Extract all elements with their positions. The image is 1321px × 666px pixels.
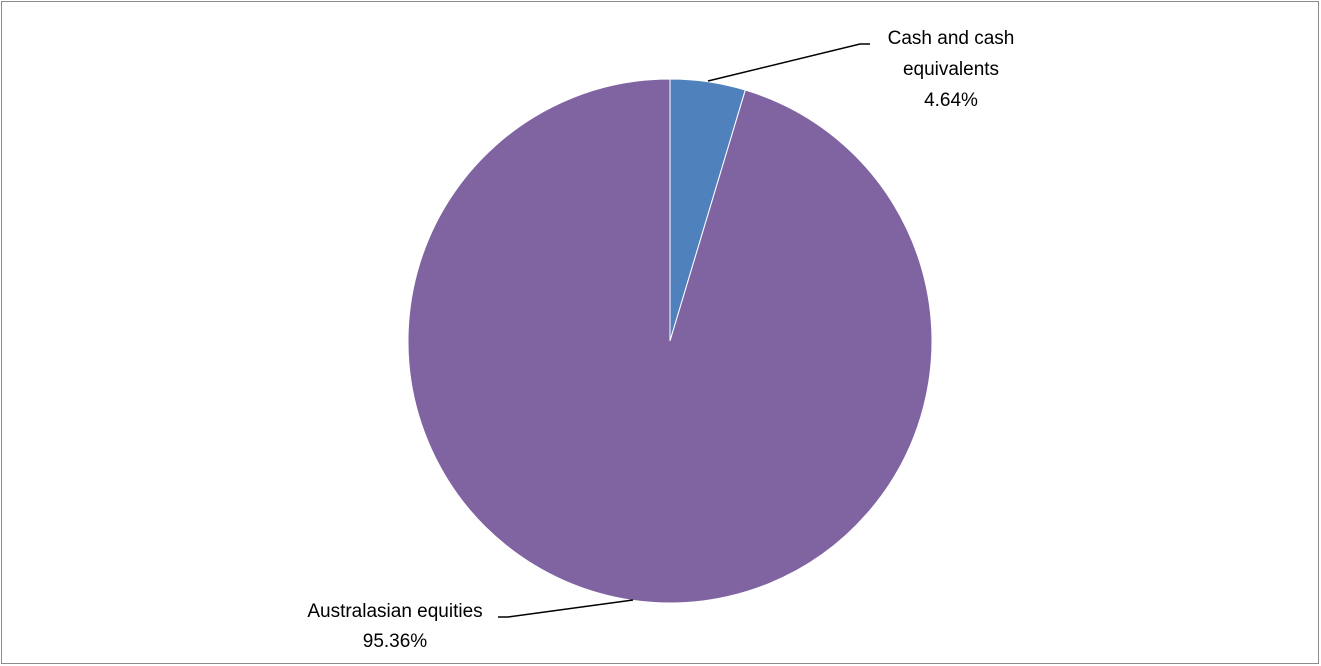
leader-lines [498,43,870,618]
slice-percent-equities: 95.36% [363,631,428,652]
slice-label-cash-line2: equivalents [903,59,999,80]
pie-slices [407,78,933,604]
pie-slice-equities [407,78,933,604]
slice-label-cash-line1: Cash and cash [888,28,1015,49]
slice-label-equities: Australasian equities [307,601,482,622]
leader-line-equities [498,599,634,618]
slice-percent-cash: 4.64% [924,90,978,111]
leader-line-cash [707,43,870,82]
